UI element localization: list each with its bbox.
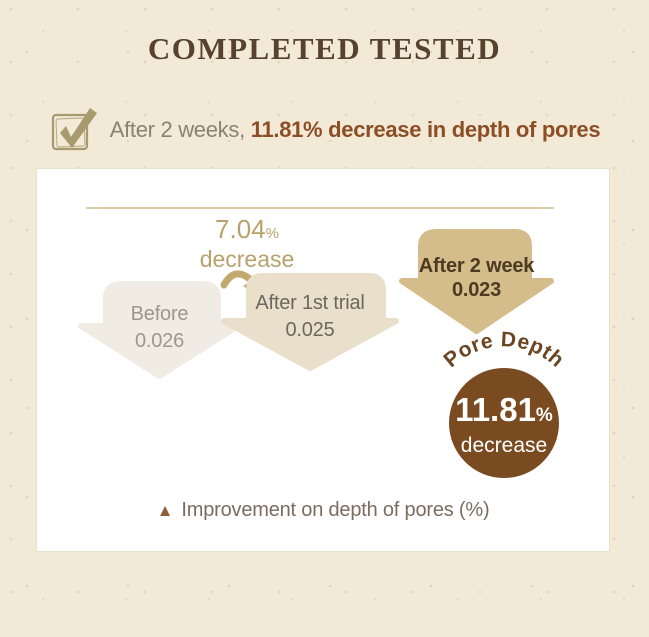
chart-caption: ▲ Improvement on depth of pores (%)	[37, 499, 609, 522]
step-arrow-after-2-week: After 2 week 0.023	[399, 229, 554, 334]
step-arrow-before: Before 0.026	[78, 281, 241, 379]
pore-depth-arc-label: Pore Depth	[439, 328, 568, 372]
down-arrow-shape	[221, 273, 399, 371]
step-label-group: After 1st trial 0.025	[221, 290, 399, 344]
decrease-annotation: 7.04% decrease	[186, 216, 308, 272]
arc-label-text: Pore Depth	[439, 328, 568, 372]
annotation-word: decrease	[199, 246, 295, 272]
result-card: 7.04% decrease Before 0.026 After 1st tr…	[36, 168, 610, 552]
down-arrow-shape	[78, 281, 241, 379]
step-label: Before	[130, 303, 189, 325]
step-value: 0.023	[451, 279, 502, 301]
divider-line	[86, 207, 554, 209]
step-value: 0.025	[285, 319, 335, 341]
down-arrow-shape	[399, 229, 554, 334]
page-title: COMPLETED TESTED	[147, 31, 502, 66]
badge-value: 11.81	[455, 391, 536, 428]
badge-word: decrease	[460, 434, 548, 457]
annotation-value: 7.04	[215, 214, 266, 244]
step-arrow-after-1st-trial: After 1st trial 0.025	[221, 273, 399, 371]
step-label-group: Before 0.026	[78, 301, 241, 355]
checkbox-checked-icon	[51, 108, 97, 151]
annotation-percent: %	[265, 225, 279, 242]
test-result-note: After 2 weeks, 11.81% decrease in depth …	[0, 104, 649, 156]
pore-depth-badge: 11.81% decrease	[449, 368, 559, 478]
triangle-icon: ▲	[156, 501, 174, 520]
note-highlight: 11.81% decrease in depth of pores	[250, 117, 601, 142]
step-value: 0.026	[134, 330, 185, 352]
step-label: After 2 week	[418, 255, 535, 277]
svg-text:Pore Depth: Pore Depth	[439, 328, 568, 372]
note-prefix: After 2 weeks,	[109, 117, 251, 142]
caption-text: Improvement on depth of pores (%)	[181, 499, 490, 521]
step-label-group: After 2 week 0.023	[399, 254, 554, 302]
note-text: After 2 weeks, 11.81% decrease in depth …	[110, 117, 601, 143]
badge-percent: %	[535, 405, 553, 426]
step-label: After 1st trial	[255, 292, 365, 314]
